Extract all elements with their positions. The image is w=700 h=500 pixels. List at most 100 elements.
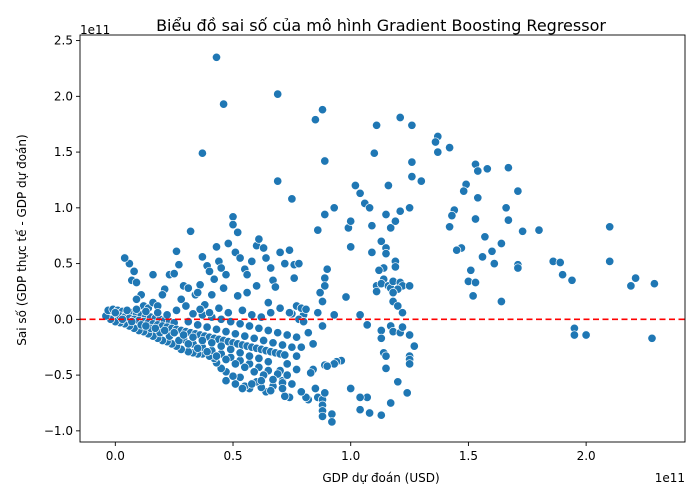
data-point [202,322,212,332]
data-point [473,193,483,203]
data-point [219,283,229,293]
data-point [310,383,320,394]
y-tick-label: 0.5 [54,257,73,271]
data-point [270,282,280,292]
data-point [254,323,264,333]
data-point [647,333,657,343]
data-point [466,265,476,275]
data-point [268,338,278,348]
data-point [355,188,365,198]
data-point [268,375,278,385]
data-point [496,296,506,307]
data-point [386,223,396,233]
data-point [249,333,259,343]
data-point [148,270,158,280]
data-point [221,354,231,365]
data-point [381,249,391,259]
data-point [131,304,142,314]
data-point [468,291,478,301]
x-tick-label: 0.5 [223,449,242,463]
data-point [193,320,203,330]
data-point [259,243,269,253]
data-point [405,281,415,291]
y-tick-label: 0.0 [54,312,73,326]
data-point [327,409,337,419]
data-point [513,263,523,273]
data-point [287,379,297,389]
data-point [256,376,266,386]
data-point [310,115,320,125]
data-point [320,388,330,398]
data-point [259,335,269,346]
data-point [447,211,457,221]
data-point [249,367,259,377]
data-point [397,322,408,332]
data-point [482,164,492,174]
data-point [487,246,497,256]
data-point [393,377,403,387]
data-point [129,266,139,276]
y-tick-label: 1.5 [54,145,73,159]
data-point [197,252,207,262]
data-point [221,376,231,386]
data-point [518,226,528,236]
data-point [390,262,400,272]
data-point [308,339,318,349]
data-point [247,310,257,320]
data-point [329,310,339,320]
data-point [280,391,290,401]
data-point [367,247,377,257]
data-point [287,342,297,352]
data-point [296,342,306,352]
data-point [317,105,328,115]
data-point [322,264,332,274]
data-point [317,411,328,421]
data-point [405,359,415,369]
x-offset-text: 1e11 [655,471,685,485]
data-point [407,157,417,167]
data-point [282,370,292,380]
data-point [235,253,245,263]
data-point [459,186,469,196]
y-tick-label: −0.5 [44,368,73,382]
data-point [501,203,511,213]
data-point [329,203,339,213]
data-point [195,304,205,314]
data-point [433,147,443,157]
data-point [247,256,257,266]
data-point [131,294,142,304]
data-point [409,341,419,351]
data-point [141,321,151,331]
data-point [292,332,302,342]
data-point [263,298,273,308]
data-point [320,209,330,220]
data-point [303,328,313,338]
data-point [393,301,403,311]
data-point [174,260,184,270]
data-point [254,353,264,363]
data-point [277,340,288,350]
y-offset-text: 1e11 [80,23,110,37]
data-point [233,227,243,237]
data-point [292,351,302,361]
data-point [284,308,295,318]
data-point [292,364,302,375]
data-point [355,310,365,320]
data-point [237,305,247,315]
data-point [244,351,255,361]
data-point [240,362,250,372]
data-point [197,148,207,158]
data-point [376,410,386,420]
data-point [649,279,659,289]
data-point [221,270,231,280]
data-point [513,186,523,196]
data-point [320,156,330,166]
data-point [273,328,283,338]
data-point [242,288,252,298]
y-tick-label: 2.5 [54,34,73,48]
data-point [230,379,240,389]
data-point [181,301,191,311]
data-point [402,388,412,398]
data-point [171,246,182,256]
